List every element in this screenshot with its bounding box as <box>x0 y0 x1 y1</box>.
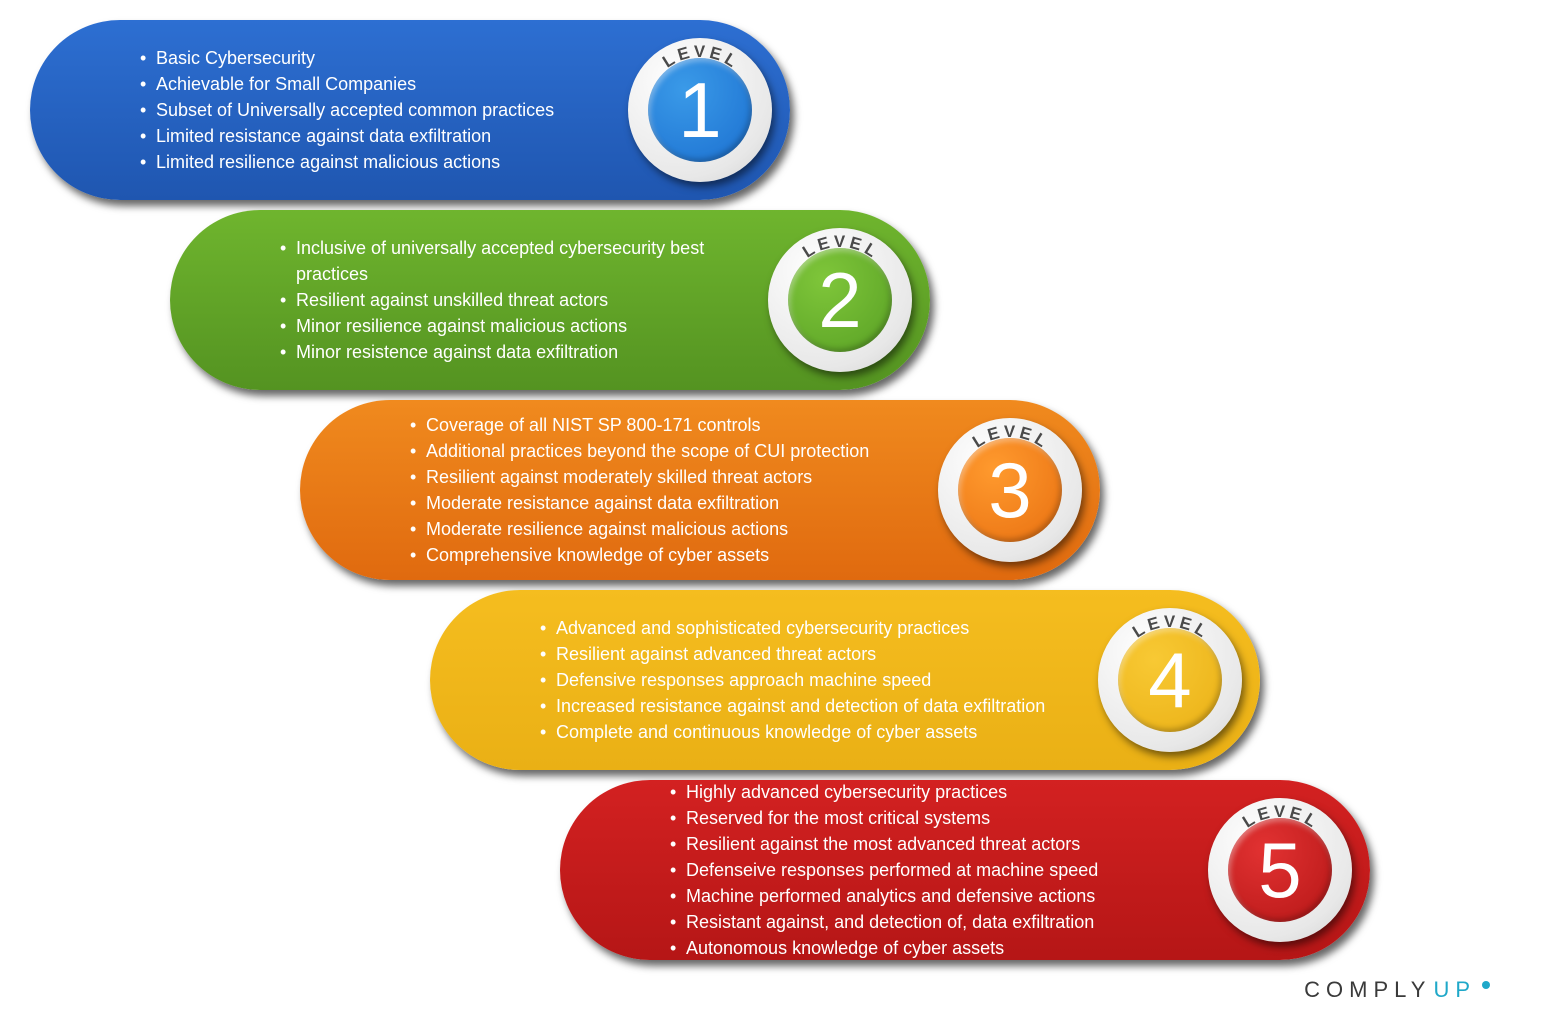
badge-label-char: L <box>861 239 881 262</box>
level-row-2: Inclusive of universally accepted cybers… <box>170 210 930 390</box>
badge-label-arc: LEVEL <box>628 38 772 182</box>
level-row-3: Coverage of all NIST SP 800-171 controls… <box>300 400 1100 580</box>
level-badge-2: LEVEL2 <box>768 228 912 372</box>
badge-label-char: E <box>985 423 1002 446</box>
badge-label-char: E <box>675 43 692 66</box>
badge-label-char: V <box>1274 802 1286 822</box>
level-item: Moderate resilience against malicious ac… <box>410 516 940 542</box>
level-item: Additional practices beyond the scope of… <box>410 438 940 464</box>
level-item: Autonomous knowledge of cyber assets <box>670 935 1210 961</box>
badge-label-char: V <box>694 42 706 62</box>
badge-label-char: V <box>1004 422 1016 442</box>
badge-label-char: V <box>1164 612 1176 632</box>
level-item: Comprehensive knowledge of cyber assets <box>410 542 940 568</box>
level-items-3: Coverage of all NIST SP 800-171 controls… <box>410 412 940 569</box>
level-item: Moderate resistance against data exfiltr… <box>410 490 940 516</box>
level-items-5: Highly advanced cybersecurity practicesR… <box>670 779 1210 962</box>
level-row-5: Highly advanced cybersecurity practicesR… <box>560 780 1370 960</box>
level-items-1: Basic CybersecurityAchievable for Small … <box>140 45 630 175</box>
level-badge-5: LEVEL5 <box>1208 798 1352 942</box>
level-item: Basic Cybersecurity <box>140 45 630 71</box>
level-item: Resilient against moderately skilled thr… <box>410 464 940 490</box>
badge-label-char: E <box>815 233 832 256</box>
level-item: Resilient against unskilled threat actor… <box>280 287 770 313</box>
brand-text-2: UP <box>1433 977 1476 1003</box>
badge-label-char: V <box>834 232 846 252</box>
badge-label-char: L <box>721 49 741 72</box>
badge-label-char: E <box>1145 613 1162 636</box>
badge-label-char: L <box>1301 809 1321 832</box>
level-item: Minor resistence against data exfiltrati… <box>280 339 770 365</box>
level-item: Highly advanced cybersecurity practices <box>670 779 1210 805</box>
level-item: Reserved for the most critical systems <box>670 805 1210 831</box>
level-item: Complete and continuous knowledge of cyb… <box>540 719 1100 745</box>
badge-label-arc: LEVEL <box>938 418 1082 562</box>
level-item: Limited resilience against malicious act… <box>140 149 630 175</box>
level-item: Resilient against advanced threat actors <box>540 641 1100 667</box>
badge-label-char: L <box>1191 619 1211 642</box>
brand-dot-icon <box>1482 981 1490 989</box>
badge-label-arc: LEVEL <box>1208 798 1352 942</box>
level-item: Minor resilience against malicious actio… <box>280 313 770 339</box>
level-row-1: Basic CybersecurityAchievable for Small … <box>30 20 790 200</box>
level-badge-4: LEVEL4 <box>1098 608 1242 752</box>
level-items-4: Advanced and sophisticated cybersecurity… <box>540 615 1100 745</box>
level-item: Machine performed analytics and defensiv… <box>670 883 1210 909</box>
level-item: Advanced and sophisticated cybersecurity… <box>540 615 1100 641</box>
level-item: Resilient against the most advanced thre… <box>670 831 1210 857</box>
badge-label-arc: LEVEL <box>1098 608 1242 752</box>
level-badge-3: LEVEL3 <box>938 418 1082 562</box>
level-row-4: Advanced and sophisticated cybersecurity… <box>430 590 1260 770</box>
level-item: Defenseive responses performed at machin… <box>670 857 1210 883</box>
level-item: Achievable for Small Companies <box>140 71 630 97</box>
level-item: Limited resistance against data exfiltra… <box>140 123 630 149</box>
level-item: Coverage of all NIST SP 800-171 controls <box>410 412 940 438</box>
level-item: Increased resistance against and detecti… <box>540 693 1100 719</box>
level-item: Subset of Universally accepted common pr… <box>140 97 630 123</box>
level-item: Resistant against, and detection of, dat… <box>670 909 1210 935</box>
brand-text-1: COMPLY <box>1304 977 1431 1003</box>
badge-label-char: E <box>1255 803 1272 826</box>
brand-logo: COMPLYUP <box>1304 977 1490 1003</box>
level-items-2: Inclusive of universally accepted cybers… <box>280 235 770 365</box>
level-item: Defensive responses approach machine spe… <box>540 667 1100 693</box>
badge-label-arc: LEVEL <box>768 228 912 372</box>
badge-label-char: L <box>1031 429 1051 452</box>
level-item: Inclusive of universally accepted cybers… <box>280 235 770 287</box>
level-badge-1: LEVEL1 <box>628 38 772 182</box>
